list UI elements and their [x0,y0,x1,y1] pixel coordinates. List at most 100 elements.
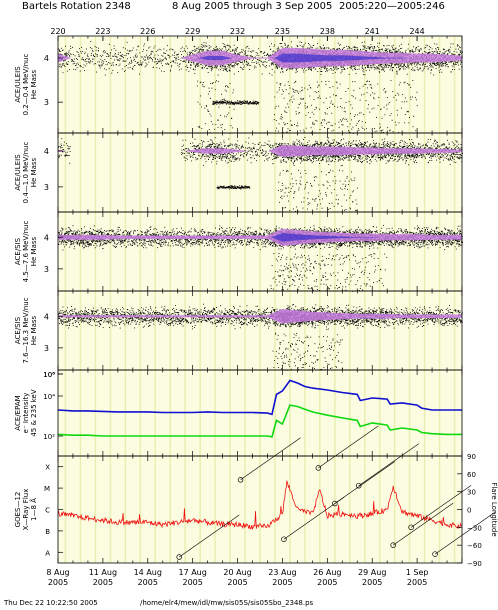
data-point [159,58,161,60]
data-point [67,155,69,157]
data-point [345,102,347,103]
data-point [438,70,440,72]
data-point [132,66,134,68]
y-axis-label: He Mass [30,69,38,99]
data-point [295,81,297,83]
data-point [59,63,61,65]
data-point [126,41,128,43]
data-point [195,159,197,161]
data-point [141,64,143,66]
data-point [367,66,368,68]
data-point [235,48,237,50]
data-point [216,103,218,105]
data-point [225,69,227,71]
data-point [127,53,129,55]
data-point [165,58,167,60]
data-point [69,53,71,55]
data-point [326,69,328,71]
data-point [354,48,356,50]
data-point [194,66,196,67]
data-point [95,53,97,55]
data-point [383,66,385,68]
he3-point [242,102,244,104]
data-point [404,122,406,124]
data-point [460,51,462,52]
data-point [122,56,123,58]
data-point [94,45,96,47]
data-point [146,50,148,51]
data-point [189,53,191,55]
data-point [114,54,116,56]
data-point [215,81,217,83]
data-point [208,128,210,130]
data-point [330,102,332,104]
he3-point [226,102,228,104]
data-point [381,129,383,131]
data-point [302,69,304,71]
he3-point [245,103,247,105]
data-point [241,50,243,52]
data-point [157,58,159,60]
data-point [70,48,72,50]
data-point [108,55,110,57]
data-point [200,95,202,97]
data-point [199,127,201,129]
data-point [237,63,239,65]
data-point [84,53,86,55]
data-point [444,51,446,53]
data-point [407,110,409,112]
data-point [395,99,397,101]
data-point [261,56,263,58]
data-point [280,46,282,48]
data-point [203,164,205,166]
data-point [92,55,94,57]
data-point [398,66,400,68]
data-point [275,66,277,67]
data-point [440,63,442,65]
data-point [103,50,105,51]
data-point [386,45,388,47]
data-point [379,130,381,132]
data-point [220,49,222,51]
data-point [278,65,280,67]
data-point [186,148,188,150]
data-point [440,62,442,64]
data-point [303,68,305,70]
data-point [384,50,386,52]
data-point [214,49,216,51]
data-point [198,65,200,67]
data-point [85,59,86,60]
data-point [197,51,199,53]
data-point [433,62,435,64]
data-point [278,66,280,68]
he3-point [255,102,257,104]
data-point [401,66,403,68]
data-point [368,46,370,48]
data-point [459,50,461,52]
data-point [394,51,396,53]
data-point [374,127,375,129]
data-point [271,43,272,45]
data-point [282,132,284,133]
data-point [397,92,399,94]
data-point [82,57,84,59]
he3-point [229,100,231,102]
data-point [243,53,245,55]
data-point [291,41,292,43]
data-point [389,49,391,51]
data-point [297,107,299,109]
data-point [118,52,120,54]
data-point [129,66,131,68]
he3-point [253,103,255,105]
data-point [340,65,342,67]
data-point [158,61,160,63]
data-point [398,63,400,64]
data-point [348,46,350,48]
data-point [380,66,382,68]
data-point [107,63,108,65]
data-point [383,64,385,66]
data-point [379,65,381,67]
data-point [365,49,367,51]
data-point [447,50,449,52]
data-point [420,64,422,66]
